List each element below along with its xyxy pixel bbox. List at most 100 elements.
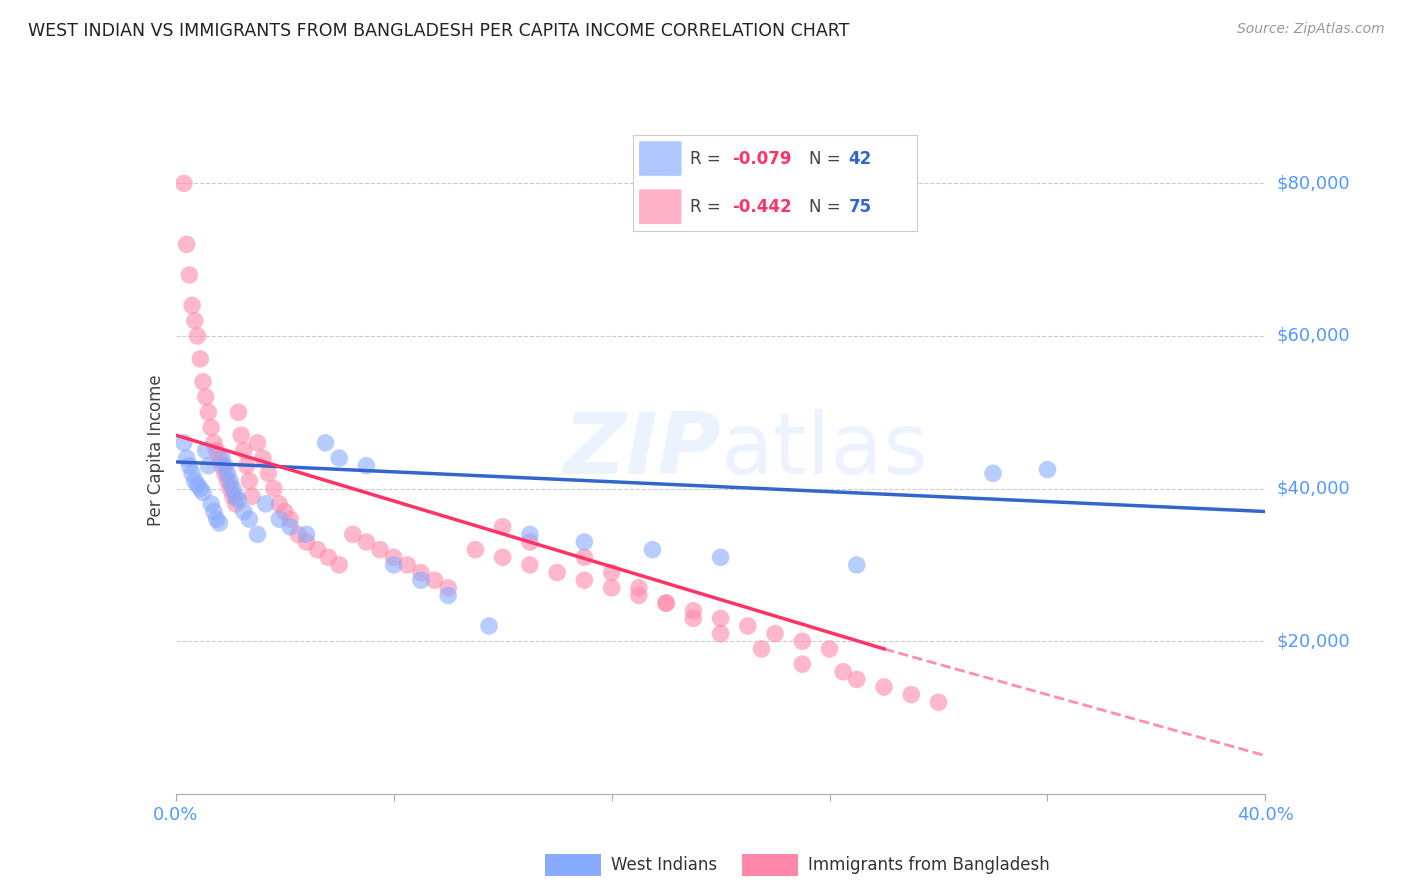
Point <box>231 428 253 442</box>
Text: West Indians: West Indians <box>610 856 717 874</box>
Point <box>278 512 301 526</box>
Point <box>519 535 541 549</box>
Text: R =: R = <box>690 150 725 168</box>
Point <box>238 474 260 488</box>
Text: Immigrants from Bangladesh: Immigrants from Bangladesh <box>808 856 1049 874</box>
Point <box>191 485 214 500</box>
Point <box>641 542 664 557</box>
Point <box>202 435 225 450</box>
Point <box>194 390 217 404</box>
Point <box>818 641 841 656</box>
Point <box>763 626 786 640</box>
Point <box>295 527 318 541</box>
Point <box>710 626 733 640</box>
Point <box>173 177 195 191</box>
Point <box>225 489 247 503</box>
Text: N =: N = <box>808 198 846 216</box>
Point <box>184 474 207 488</box>
Point <box>627 589 650 603</box>
Point <box>194 443 217 458</box>
Text: -0.079: -0.079 <box>733 150 792 168</box>
Point <box>382 550 405 565</box>
Point <box>409 566 432 580</box>
Point <box>655 596 678 610</box>
Point <box>214 467 236 481</box>
Point <box>751 641 773 656</box>
Point <box>228 493 250 508</box>
Text: atlas: atlas <box>721 409 928 492</box>
Point <box>222 489 245 503</box>
Point <box>181 298 204 312</box>
Point <box>211 458 233 473</box>
Point <box>254 497 277 511</box>
Point <box>318 550 340 565</box>
Point <box>179 458 201 473</box>
Point <box>219 474 242 488</box>
Point <box>437 581 460 595</box>
Point <box>235 458 257 473</box>
Point <box>382 558 405 572</box>
Point <box>252 451 274 466</box>
Point <box>295 535 318 549</box>
Text: R =: R = <box>690 198 725 216</box>
Point <box>263 482 285 496</box>
Point <box>205 443 228 458</box>
Point <box>574 573 596 587</box>
Y-axis label: Per Capita Income: Per Capita Income <box>146 375 165 526</box>
Text: $40,000: $40,000 <box>1277 480 1350 498</box>
Point <box>492 520 515 534</box>
Point <box>737 619 759 633</box>
Text: $80,000: $80,000 <box>1277 174 1350 193</box>
Text: $60,000: $60,000 <box>1277 327 1350 345</box>
Point <box>342 527 364 541</box>
Point <box>208 451 231 466</box>
Text: 42: 42 <box>849 150 872 168</box>
Point <box>197 405 219 419</box>
Point <box>792 634 814 648</box>
Point <box>437 589 460 603</box>
Point <box>186 478 209 492</box>
Point <box>492 550 515 565</box>
Point <box>200 420 222 434</box>
Point <box>257 467 280 481</box>
Point <box>240 489 263 503</box>
Point <box>211 451 233 466</box>
Point <box>278 520 301 534</box>
Point <box>232 504 254 518</box>
Point <box>792 657 814 672</box>
Point <box>396 558 419 572</box>
Point <box>546 566 568 580</box>
Point <box>1036 462 1059 476</box>
Point <box>269 512 291 526</box>
Point <box>197 458 219 473</box>
Point <box>600 566 623 580</box>
Point <box>222 482 245 496</box>
Text: $20,000: $20,000 <box>1277 632 1350 650</box>
Point <box>845 673 868 687</box>
Point <box>307 542 329 557</box>
Text: ZIP: ZIP <box>562 409 721 492</box>
Point <box>217 467 239 481</box>
Point <box>217 474 239 488</box>
Point <box>287 527 309 541</box>
Point <box>202 504 225 518</box>
Point <box>228 405 250 419</box>
Point <box>219 482 242 496</box>
Point <box>315 435 337 450</box>
Point <box>928 695 950 709</box>
Point <box>184 314 207 328</box>
Point <box>181 467 204 481</box>
Point <box>710 550 733 565</box>
Point <box>832 665 855 679</box>
Point <box>423 573 446 587</box>
Text: 75: 75 <box>849 198 872 216</box>
Point <box>188 351 211 366</box>
Point <box>409 573 432 587</box>
Point <box>574 550 596 565</box>
Point <box>238 512 260 526</box>
Point <box>845 558 868 572</box>
Point <box>356 535 378 549</box>
Text: WEST INDIAN VS IMMIGRANTS FROM BANGLADESH PER CAPITA INCOME CORRELATION CHART: WEST INDIAN VS IMMIGRANTS FROM BANGLADES… <box>28 22 849 40</box>
Point <box>900 688 922 702</box>
Point <box>186 329 209 343</box>
